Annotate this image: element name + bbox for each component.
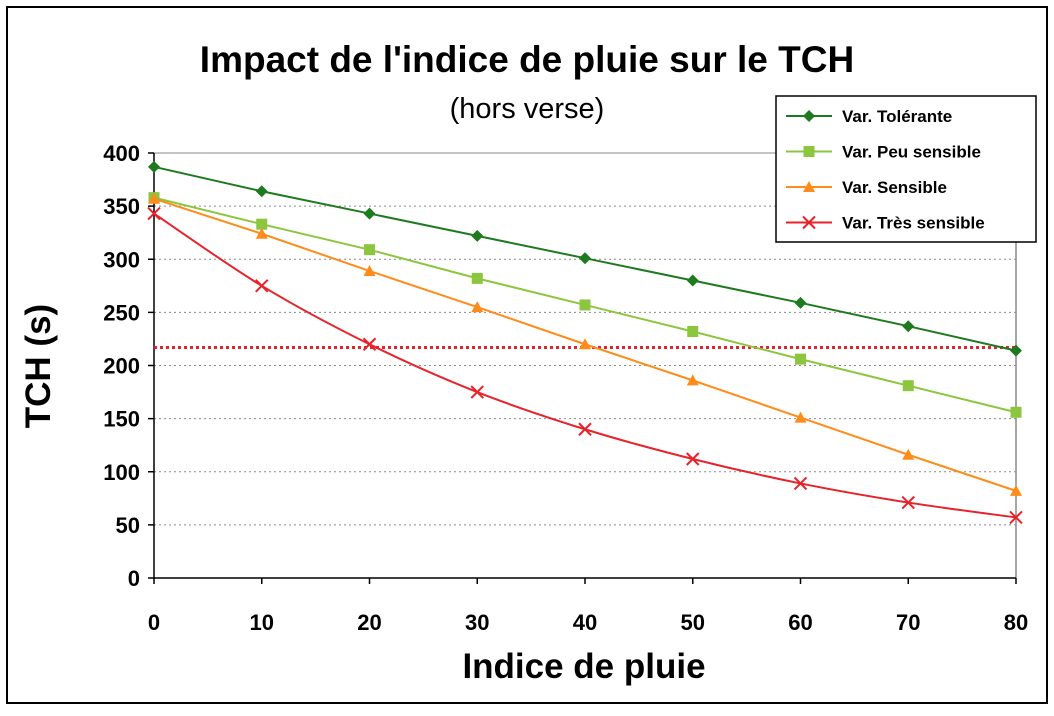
data-point [901, 495, 915, 510]
data-point [794, 296, 807, 309]
legend-item: Var. Tolérante [786, 107, 952, 126]
series-group [147, 160, 1023, 525]
data-point [471, 272, 483, 284]
series-4 [147, 206, 1023, 525]
x-tick-label: 60 [788, 610, 812, 635]
data-point [803, 181, 815, 192]
x-tick-label: 40 [573, 610, 597, 635]
data-point [1009, 510, 1023, 525]
data-point [470, 385, 484, 399]
data-point [803, 110, 815, 122]
data-point [255, 185, 268, 198]
data-point-stroke [686, 452, 700, 466]
data-point [256, 218, 268, 230]
data-point [687, 326, 699, 337]
legend-label: Var. Très sensible [842, 214, 985, 233]
y-axis-label: TCH (s) [19, 304, 58, 428]
data-point [255, 227, 268, 239]
x-tick-label: 70 [896, 610, 920, 635]
data-point [147, 206, 161, 221]
data-point [364, 244, 375, 256]
data-point [1010, 406, 1022, 418]
data-point [686, 452, 700, 466]
legend-label: Var. Peu sensible [842, 143, 981, 162]
axes [148, 152, 1017, 584]
data-point [362, 337, 377, 351]
data-point [902, 448, 915, 460]
data-point [802, 215, 816, 230]
x-tick-label: 50 [681, 610, 705, 635]
data-point-stroke [470, 385, 484, 399]
y-tick-label: 350 [103, 194, 140, 219]
data-point [793, 476, 808, 491]
legend-label: Var. Sensible [842, 178, 947, 197]
x-tick-label: 30 [465, 610, 489, 635]
x-tick-label: 80 [1004, 610, 1028, 635]
legend: Var. Tolérante Var. Peu sensible Var. Sens… [775, 95, 1037, 243]
series-1 [148, 160, 1022, 357]
x-tick-label: 20 [357, 610, 381, 635]
data-point [686, 274, 699, 287]
y-tick-label: 0 [128, 566, 140, 591]
x-tick-labels: 0 10 20 30 40 50 60 70 80 [148, 610, 1028, 635]
data-point [579, 299, 591, 311]
data-point [1010, 344, 1022, 357]
y-tick-labels: 0 50 100 150 200 250 300 350 400 [103, 141, 140, 591]
data-point-stroke [901, 495, 915, 510]
data-point [1010, 484, 1022, 496]
data-point [148, 192, 160, 204]
data-point [578, 422, 592, 436]
data-point [902, 380, 914, 392]
data-point-stroke [362, 337, 377, 351]
data-point [363, 264, 376, 276]
data-point [803, 146, 815, 157]
data-point [579, 338, 591, 350]
legend-item: Var. Très sensible [786, 214, 985, 233]
x-axis-label: Indice de pluie [462, 647, 705, 686]
data-point [471, 301, 484, 313]
y-tick-label: 300 [103, 247, 140, 272]
y-tick-label: 200 [103, 354, 140, 379]
x-tick-label: 10 [250, 610, 274, 635]
data-point [255, 279, 269, 293]
data-point [148, 160, 160, 173]
data-point-stroke [147, 206, 161, 221]
series-2 [148, 192, 1022, 418]
data-point-stroke [1009, 510, 1023, 525]
y-tick-label: 100 [103, 460, 140, 485]
legend-box [775, 95, 1037, 243]
data-point-stroke [255, 279, 269, 293]
chart-subtitle: (hors verse) [450, 93, 605, 125]
y-tick-label: 400 [103, 141, 140, 166]
x-tick-label: 0 [148, 610, 160, 635]
y-tick-label: 50 [116, 513, 140, 538]
data-point [686, 374, 699, 386]
legend-item: Var. Sensible [786, 178, 947, 197]
data-point [471, 229, 484, 242]
y-tick-label: 250 [103, 300, 140, 325]
data-point [902, 320, 915, 333]
data-point [794, 411, 807, 423]
data-point [579, 252, 591, 265]
data-point-stroke [802, 215, 816, 230]
legend-item: Var. Peu sensible [786, 143, 981, 162]
legend-label: Var. Tolérante [842, 107, 952, 126]
series-3 [148, 192, 1022, 496]
data-point [795, 353, 806, 365]
data-point [363, 207, 376, 220]
chart-title: Impact de l'indice de pluie sur le TCH [200, 39, 854, 80]
data-point-stroke [793, 476, 808, 491]
data-point-stroke [578, 422, 592, 436]
y-tick-label: 150 [103, 407, 140, 432]
